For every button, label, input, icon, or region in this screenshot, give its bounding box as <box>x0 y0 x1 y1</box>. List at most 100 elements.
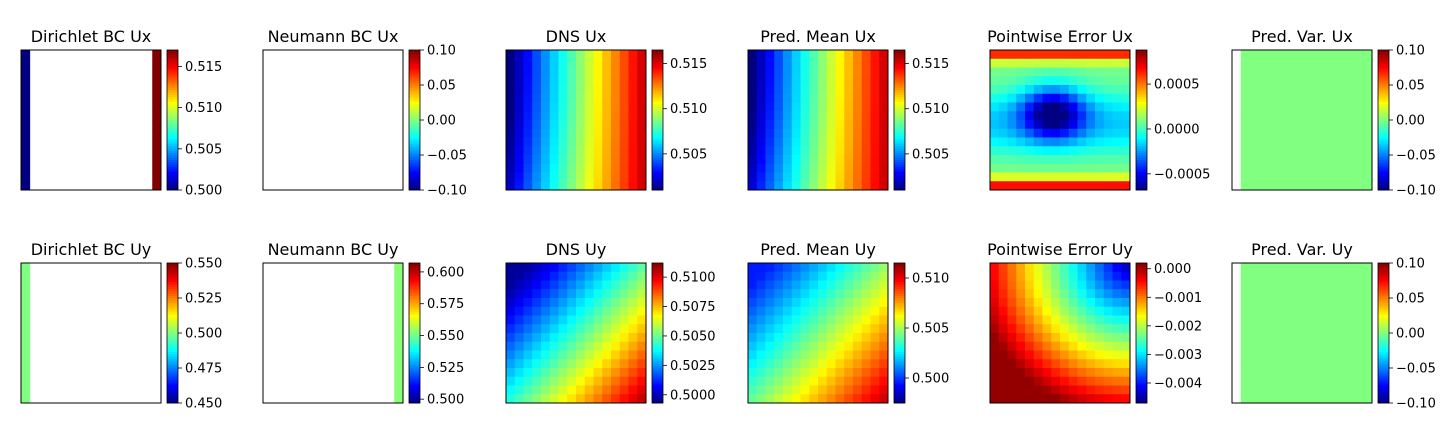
heatmap-cell <box>990 289 1000 299</box>
heatmap-cell <box>1354 120 1364 130</box>
heatmap-cell <box>756 271 766 281</box>
heatmap-cell <box>1302 163 1312 173</box>
colorbar-band <box>167 267 178 271</box>
heatmap-cell <box>1042 120 1052 130</box>
colorbar-band <box>167 85 178 88</box>
colorbar-band <box>409 59 420 63</box>
colorbar-band <box>1378 396 1389 399</box>
heatmap-cell <box>576 359 586 369</box>
heatmap-cell <box>998 163 1008 173</box>
heatmap-cell <box>558 385 568 395</box>
heatmap-cell <box>748 298 758 308</box>
heatmap-cell <box>1086 128 1096 138</box>
heatmap-cell <box>1095 324 1105 334</box>
colorbar-band <box>894 122 905 126</box>
heatmap-cell <box>1337 385 1347 395</box>
heatmap-cell <box>1042 85 1052 95</box>
heatmap-cell <box>21 280 31 290</box>
heatmap-cell <box>1095 163 1105 173</box>
heatmap-cell <box>1103 333 1113 343</box>
heatmap-cell <box>576 50 586 60</box>
heatmap-cell <box>1060 341 1070 351</box>
heatmap-cell <box>1033 263 1043 273</box>
heatmap-cell <box>1060 271 1070 281</box>
heatmap-cell <box>1354 263 1364 273</box>
heatmap-cell <box>523 263 533 273</box>
heatmap-cell <box>21 58 31 68</box>
heatmap-cell <box>1121 93 1131 103</box>
heatmap-cell <box>791 93 801 103</box>
heatmap-cell <box>1267 76 1277 86</box>
colorbar-tick-label: 0.600 <box>427 265 464 280</box>
heatmap-cell <box>1267 163 1277 173</box>
heatmap-cell <box>1258 172 1268 182</box>
heatmap-cell <box>835 271 845 281</box>
heatmap-cell <box>809 280 819 290</box>
heatmap-cell <box>783 76 793 86</box>
heatmap-cell <box>637 306 647 316</box>
heatmap-cell <box>1302 333 1312 343</box>
heatmap-cell <box>870 368 880 378</box>
heatmap-cell <box>1033 385 1043 395</box>
heatmap-cell <box>844 111 854 121</box>
heatmap-cell <box>1284 155 1294 165</box>
heatmap-cell <box>774 385 784 395</box>
colorbar-band <box>167 356 178 360</box>
heatmap-cell <box>1354 181 1364 191</box>
heatmap-cell <box>853 163 863 173</box>
heatmap-cell <box>1337 324 1347 334</box>
heatmap-cell <box>611 93 621 103</box>
heatmap-cell <box>1077 155 1087 165</box>
heatmap-cell <box>1025 324 1035 334</box>
heatmap-cell <box>523 394 533 404</box>
heatmap-cell <box>1337 394 1347 404</box>
colorbar-band <box>409 354 420 357</box>
colorbar-band <box>652 293 663 297</box>
colorbar-band <box>1136 89 1147 93</box>
heatmap-cell <box>844 172 854 182</box>
heatmap-cell <box>1310 85 1320 95</box>
heatmap-cell <box>1042 271 1052 281</box>
heatmap-cell <box>514 67 524 77</box>
colorbar-band <box>652 54 663 58</box>
heatmap-cell <box>1258 271 1268 281</box>
colorbar-band <box>1378 117 1389 121</box>
heatmap-cell <box>835 333 845 343</box>
heatmap-cell <box>619 50 629 60</box>
heatmap-cell <box>532 120 542 130</box>
heatmap-cell <box>1060 315 1070 325</box>
heatmap-cell <box>1284 280 1294 290</box>
heatmap-cell <box>791 289 801 299</box>
heatmap-cell <box>1051 181 1061 191</box>
heatmap-cell <box>1354 146 1364 156</box>
heatmap-cell <box>523 120 533 130</box>
heatmap-cell <box>611 181 621 191</box>
heatmap-cell <box>853 280 863 290</box>
heatmap-cell <box>1016 111 1026 121</box>
heatmap-cell <box>756 111 766 121</box>
heatmap-cell <box>152 172 162 182</box>
heatmap-cell <box>998 289 1008 299</box>
heatmap-cell <box>593 172 603 182</box>
heatmap-cell <box>576 58 586 68</box>
heatmap-cell <box>593 350 603 360</box>
heatmap-cell <box>809 102 819 112</box>
heatmap-cell <box>861 350 871 360</box>
heatmap-cell <box>506 341 516 351</box>
heatmap-cell <box>532 341 542 351</box>
heatmap-cell <box>853 67 863 77</box>
heatmap-cell <box>576 76 586 86</box>
heatmap-cell <box>853 111 863 121</box>
heatmap-cell <box>800 111 810 121</box>
colorbar-band <box>167 305 178 308</box>
heatmap-cell <box>558 128 568 138</box>
heatmap-cell <box>1240 359 1250 369</box>
heatmap-cell <box>1025 111 1035 121</box>
heatmap-cell <box>1042 298 1052 308</box>
heatmap-cell <box>1302 111 1312 121</box>
colorbar-band <box>1136 288 1147 292</box>
heatmap-cell <box>879 271 889 281</box>
heatmap-cell <box>765 333 775 343</box>
heatmap-cell <box>558 263 568 273</box>
heatmap-cell <box>549 350 559 360</box>
